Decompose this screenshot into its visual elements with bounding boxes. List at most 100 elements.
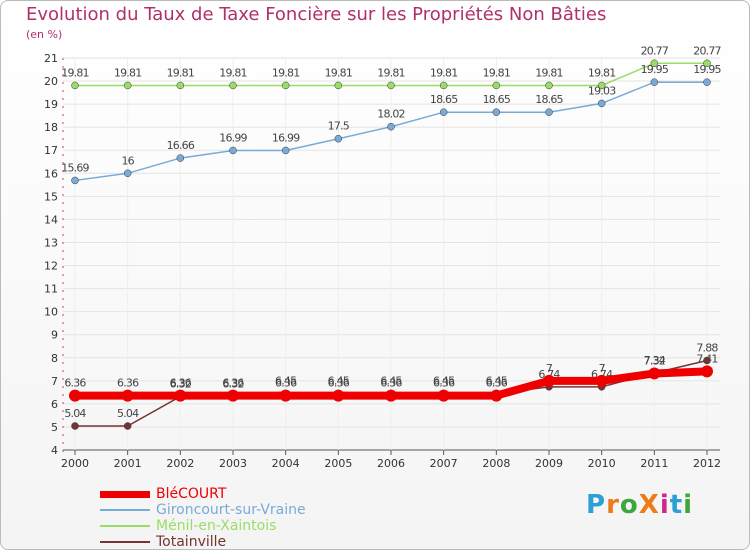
y-tick-label: 16 [44, 167, 58, 180]
y-tick-label: 18 [44, 121, 58, 134]
logo-letter: P [586, 490, 607, 520]
data-label: 17.5 [328, 120, 350, 133]
legend-label: BléCOURT [156, 486, 227, 502]
x-tick-label: 2004 [272, 457, 300, 470]
data-point [176, 81, 185, 90]
data-label: 19.81 [114, 66, 142, 79]
y-tick-label: 21 [44, 52, 58, 65]
data-label: 6.36 [328, 377, 350, 390]
data-label: 19.81 [430, 66, 458, 79]
y-tick-label: 11 [44, 283, 58, 296]
data-point [595, 374, 608, 387]
x-tick-label: 2003 [219, 457, 247, 470]
data-point [597, 99, 606, 108]
data-point [387, 122, 395, 131]
logo-letter: o [619, 490, 639, 520]
data-point [227, 389, 239, 402]
data-label: 7.32 [644, 354, 665, 367]
y-tick-label: 19 [44, 98, 58, 111]
data-label: 19.81 [272, 66, 300, 79]
data-point [703, 59, 711, 68]
y-tick-label: 8 [51, 352, 58, 365]
data-point [123, 422, 132, 430]
data-label: 19.81 [535, 66, 563, 79]
legend-label: Ménil-en-Xaintois [156, 518, 277, 534]
data-label: 19.03 [588, 84, 616, 97]
data-point [69, 389, 81, 402]
legend-swatch [100, 541, 150, 543]
data-label: 6.45 [433, 375, 455, 388]
data-point [334, 134, 343, 143]
data-label: 16.99 [219, 131, 247, 144]
data-point [490, 389, 503, 402]
data-point [123, 169, 132, 178]
y-tick-label: 9 [51, 329, 58, 342]
data-point [71, 81, 79, 90]
data-label: 19.95 [693, 63, 721, 76]
legend-item: BléCOURT [100, 486, 306, 502]
data-label: 6.36 [170, 377, 192, 390]
data-point [492, 108, 501, 116]
data-point [385, 389, 397, 402]
data-label: 6.36 [64, 377, 86, 390]
data-label: 6.36 [117, 377, 139, 390]
data-point [650, 78, 659, 86]
data-label: 6.32 [170, 378, 191, 391]
data-label: 6.36 [433, 377, 455, 390]
legend-item: Ménil-en-Xaintois [100, 518, 306, 534]
data-point [281, 81, 290, 90]
data-point [650, 59, 659, 68]
data-label: 19.81 [588, 66, 616, 79]
logo-letter: X [638, 490, 660, 520]
data-label: 6.45 [486, 375, 508, 388]
x-tick-label: 2007 [430, 457, 458, 470]
x-tick-label: 2009 [535, 457, 563, 470]
data-label: 19.81 [167, 66, 195, 79]
data-point [545, 81, 553, 90]
data-point [597, 81, 606, 90]
x-tick-label: 2012 [693, 457, 721, 470]
data-label: 6.45 [328, 375, 350, 388]
y-tick-label: 15 [44, 190, 58, 203]
data-point [279, 389, 292, 402]
data-label: 20.77 [693, 44, 721, 57]
y-tick-label: 14 [44, 213, 58, 226]
data-label: 6.36 [380, 377, 402, 390]
data-point [701, 365, 713, 378]
data-point [332, 389, 345, 402]
data-label: 15.69 [61, 161, 89, 174]
data-label: 19.81 [377, 66, 405, 79]
data-point [229, 146, 237, 155]
data-label: 19.81 [219, 66, 247, 79]
data-label: 7.88 [696, 342, 718, 355]
legend-label: Totainville [156, 534, 227, 550]
y-tick-label: 7 [51, 375, 58, 388]
data-point [543, 374, 555, 387]
chart-subtitle: (en %) [26, 28, 63, 41]
data-label: 16.66 [167, 139, 195, 152]
chart-legend: BléCOURT Gironcourt-sur-Vraine Ménil-en-Xa… [100, 486, 306, 550]
data-label: 19.81 [483, 66, 511, 79]
data-point [703, 78, 711, 86]
data-point [437, 389, 450, 402]
data-label: 6.32 [222, 378, 243, 391]
data-label: 19.81 [61, 66, 89, 79]
x-tick-label: 2010 [588, 457, 616, 470]
legend-item: Gironcourt-sur-Vraine [100, 502, 306, 518]
data-label: 7 [546, 362, 553, 375]
data-label: 18.65 [430, 93, 458, 106]
data-label: 7.41 [696, 352, 717, 365]
data-label: 16 [121, 154, 134, 167]
legend-swatch [100, 509, 150, 511]
data-point [545, 108, 553, 116]
data-label: 18.02 [377, 108, 405, 121]
legend-label: Gironcourt-sur-Vraine [156, 502, 306, 518]
data-label: 16.99 [272, 131, 300, 144]
x-tick-label: 2005 [324, 457, 352, 470]
y-tick-label: 4 [51, 444, 58, 457]
data-label: 19.95 [641, 63, 669, 76]
data-point [703, 356, 711, 365]
data-point [174, 389, 187, 402]
data-label: 5.04 [64, 407, 86, 420]
